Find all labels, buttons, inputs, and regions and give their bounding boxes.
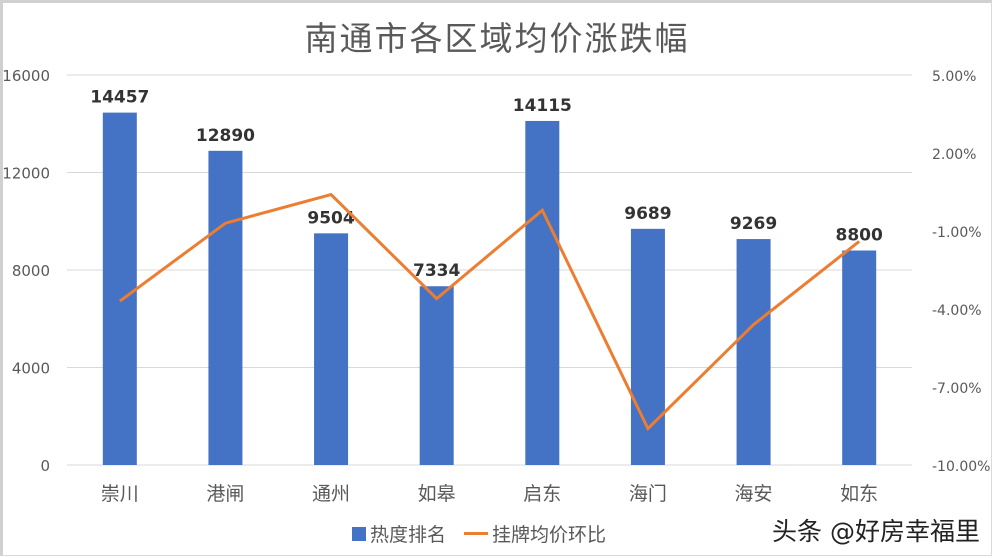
bar [736,239,771,465]
category-label: 通州 [312,483,350,505]
category-label: 港闸 [206,483,244,505]
category-label: 崇川 [101,483,139,505]
chart-title: 南通市各区域均价涨跌幅 [304,19,690,58]
bar [208,150,243,465]
category-label: 如皋 [418,483,456,505]
legend-label-line: 挂牌均价环比 [492,524,607,546]
watermark: 头条 @好房幸福里 [772,517,980,546]
bar-data-label: 14457 [90,88,149,108]
bar-data-label: 9269 [730,214,777,234]
legend-item-bar: 热度排名 [352,520,446,547]
bar-data-label: 12890 [196,126,255,146]
right-axis-tick: -10.00% [932,459,990,475]
bar-data-label: 8800 [836,226,883,246]
line-series [118,192,861,432]
bar-data-label: 7334 [413,261,460,281]
category-label: 海门 [629,483,667,505]
right-axis-tick: 2.00% [932,147,976,163]
bar [314,233,349,465]
category-label: 海安 [735,483,773,505]
left-axis-tick: 8000 [12,262,50,280]
legend-item-line: 挂牌均价环比 [464,520,606,547]
right-axis-tick: 5.00% [932,69,976,85]
left-axis-tick: 12000 [2,165,50,183]
category-label: 如东 [840,483,878,505]
left-axis-tick: 16000 [2,67,50,85]
bar-swatch-icon [352,526,366,541]
bar-data-label: 9689 [624,204,671,224]
legend: 热度排名 挂牌均价环比 [352,520,624,547]
legend-label-bar: 热度排名 [370,524,447,546]
bar-data-label: 9504 [307,208,354,228]
right-axis-tick: -7.00% [932,381,982,397]
bar-data-label: 14115 [513,96,572,116]
category-label: 启东 [523,483,561,505]
line-swatch-icon [464,532,489,535]
right-axis-tick: -4.00% [932,303,982,319]
left-axis-tick: 0 [40,457,50,475]
bar [842,250,877,465]
bar [102,112,137,465]
bar [525,120,560,466]
bar [419,286,454,465]
right-axis-tick: -1.00% [932,225,982,241]
left-axis-tick: 4000 [12,360,50,378]
